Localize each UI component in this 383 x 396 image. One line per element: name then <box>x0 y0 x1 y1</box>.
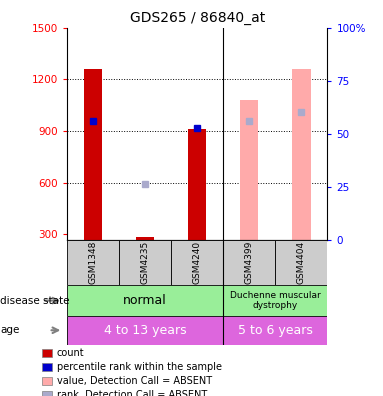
FancyBboxPatch shape <box>171 240 223 285</box>
FancyBboxPatch shape <box>67 316 223 345</box>
FancyBboxPatch shape <box>275 240 327 285</box>
Bar <box>84 69 102 240</box>
Text: GSM4404: GSM4404 <box>297 241 306 284</box>
Bar <box>240 100 259 240</box>
Bar <box>188 129 206 240</box>
FancyBboxPatch shape <box>223 240 275 285</box>
FancyBboxPatch shape <box>223 316 327 345</box>
Bar <box>136 237 154 240</box>
Text: GSM4240: GSM4240 <box>193 241 202 284</box>
Text: age: age <box>0 325 20 335</box>
Bar <box>292 69 311 240</box>
Title: GDS265 / 86840_at: GDS265 / 86840_at <box>129 11 265 25</box>
Text: GSM4235: GSM4235 <box>141 241 150 284</box>
FancyBboxPatch shape <box>67 240 119 285</box>
Text: Duchenne muscular
dystrophy: Duchenne muscular dystrophy <box>230 291 321 310</box>
FancyBboxPatch shape <box>223 285 327 316</box>
FancyBboxPatch shape <box>67 285 223 316</box>
Text: 4 to 13 years: 4 to 13 years <box>104 324 187 337</box>
Text: disease state: disease state <box>0 295 69 306</box>
Text: 5 to 6 years: 5 to 6 years <box>238 324 313 337</box>
Text: GSM1348: GSM1348 <box>88 241 98 284</box>
FancyBboxPatch shape <box>119 240 171 285</box>
Text: GSM4399: GSM4399 <box>245 241 254 284</box>
Legend: count, percentile rank within the sample, value, Detection Call = ABSENT, rank, : count, percentile rank within the sample… <box>38 345 226 396</box>
Text: normal: normal <box>123 294 167 307</box>
